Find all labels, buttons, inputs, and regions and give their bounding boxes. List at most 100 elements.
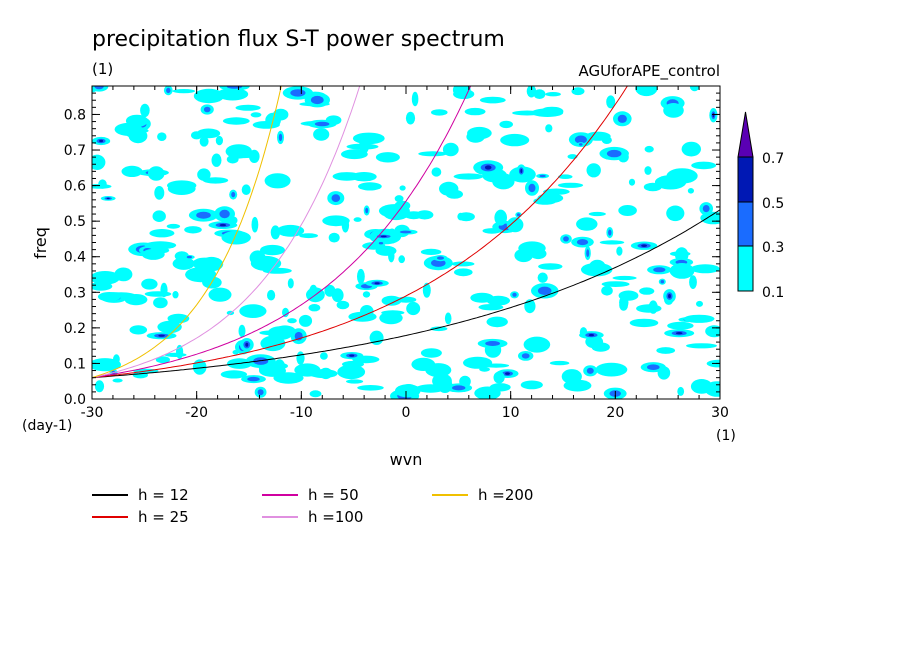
colorbar-label: 0.1 bbox=[762, 285, 784, 301]
contour-blob bbox=[149, 229, 175, 238]
contour-blob bbox=[451, 261, 475, 267]
contour-blob bbox=[683, 314, 715, 323]
colorbar-segment bbox=[737, 201, 754, 247]
contour-blob bbox=[380, 235, 387, 238]
contour-blob bbox=[153, 297, 168, 309]
contour-blob bbox=[405, 111, 416, 125]
contour-blob bbox=[579, 143, 583, 146]
contour-blob bbox=[591, 342, 610, 352]
contour-blob bbox=[217, 87, 249, 101]
contour-blob bbox=[696, 300, 703, 307]
contour-blob bbox=[439, 181, 459, 196]
contour-blob bbox=[687, 188, 695, 194]
contour-blob bbox=[514, 248, 533, 263]
plot-frame bbox=[91, 85, 721, 400]
contour-blob bbox=[160, 282, 168, 298]
contour-blob bbox=[523, 336, 551, 353]
contour-blob bbox=[644, 145, 654, 153]
contour-blob bbox=[92, 271, 120, 285]
contour-blob bbox=[574, 135, 587, 144]
chart-title: precipitation flux S-T power spectrum bbox=[92, 27, 505, 52]
contour-blob bbox=[576, 217, 598, 231]
contour-blob bbox=[129, 325, 148, 335]
contour-blob bbox=[500, 133, 530, 147]
contour-blob bbox=[320, 352, 328, 360]
contour-blob bbox=[278, 133, 283, 142]
axis-ticks: -30 -20 -10 0 10 20 30 0.0 0.1 0.2 0.3 0.4 0.5 0.6 0.7… bbox=[64, 86, 729, 421]
contour-blob bbox=[705, 325, 720, 338]
contour-blob bbox=[112, 378, 123, 383]
contour-blob bbox=[616, 246, 623, 256]
y-tick-label: 0.2 bbox=[64, 321, 86, 337]
contour-blob bbox=[484, 165, 492, 170]
contour-blob bbox=[681, 141, 701, 157]
dispersion-curve bbox=[92, 86, 282, 379]
contour-blob bbox=[628, 178, 636, 186]
x-axis-label: wvn bbox=[390, 450, 423, 469]
contour-blob bbox=[259, 364, 286, 377]
contour-blob bbox=[666, 205, 685, 222]
contour-blob bbox=[319, 367, 333, 380]
contour-blob bbox=[241, 184, 251, 195]
contour-blob bbox=[97, 292, 121, 302]
contour-blob bbox=[635, 86, 658, 97]
contour-blob bbox=[586, 367, 594, 374]
contour-blob bbox=[418, 151, 448, 157]
y-tick-label: 0.5 bbox=[64, 214, 86, 230]
contour-blob bbox=[537, 193, 564, 204]
x-tick-label: -20 bbox=[185, 405, 208, 421]
contour-blob bbox=[453, 173, 484, 180]
contour-blob bbox=[381, 295, 402, 306]
colorbar: 0.1 0.3 0.5 0.7 bbox=[737, 111, 784, 301]
contour-blob bbox=[294, 363, 321, 377]
contour-blob bbox=[257, 389, 264, 396]
dispersion-curve bbox=[92, 209, 720, 379]
y-axis-label: freq bbox=[31, 227, 50, 259]
contour-blob bbox=[360, 305, 374, 318]
contour-blob bbox=[99, 139, 104, 143]
contour-blob bbox=[166, 223, 181, 229]
contour-blob bbox=[537, 286, 552, 295]
contour-blob bbox=[506, 217, 524, 233]
contour-blob bbox=[154, 186, 165, 200]
contour-blob bbox=[479, 96, 506, 104]
contour-blob bbox=[250, 112, 262, 118]
contour-blob bbox=[425, 363, 452, 378]
contour-blob bbox=[276, 224, 305, 237]
contour-blob bbox=[336, 300, 350, 310]
x-tick-label: -10 bbox=[290, 405, 313, 421]
contour-blob bbox=[420, 248, 442, 255]
contour-blob bbox=[430, 326, 448, 332]
contour-blob bbox=[264, 173, 291, 189]
contour-blob bbox=[208, 287, 232, 302]
contour-blob bbox=[193, 88, 225, 104]
y-tick-label: 0.0 bbox=[64, 392, 86, 408]
contour-blob bbox=[606, 149, 622, 158]
contour-blob bbox=[648, 300, 658, 314]
contour-blob bbox=[690, 264, 720, 274]
contour-blob bbox=[314, 121, 330, 127]
contour-blob bbox=[452, 86, 471, 98]
contour-blob bbox=[612, 275, 637, 281]
contour-blob bbox=[686, 343, 717, 349]
legend-label: h = 50 bbox=[308, 486, 359, 504]
contour-blob bbox=[617, 114, 627, 123]
contour-blob bbox=[539, 174, 546, 178]
contour-blob bbox=[267, 326, 293, 340]
contour-blob bbox=[489, 383, 511, 392]
contour-blob bbox=[398, 255, 406, 264]
colorbar-segment bbox=[737, 245, 754, 292]
legend-label: h =200 bbox=[478, 486, 533, 504]
contour-blob bbox=[463, 356, 493, 369]
contour-blob bbox=[486, 316, 508, 328]
contour-blob bbox=[231, 191, 236, 198]
contour-blob bbox=[470, 292, 494, 303]
colorbar-label: 0.5 bbox=[762, 196, 784, 212]
contour-blob bbox=[576, 239, 589, 246]
contour-blob bbox=[494, 209, 508, 226]
contour-blob bbox=[639, 287, 655, 295]
contour-blob bbox=[346, 379, 364, 384]
contour-blob bbox=[167, 182, 196, 195]
contour-blob bbox=[186, 255, 192, 259]
contour-blob bbox=[219, 223, 227, 227]
